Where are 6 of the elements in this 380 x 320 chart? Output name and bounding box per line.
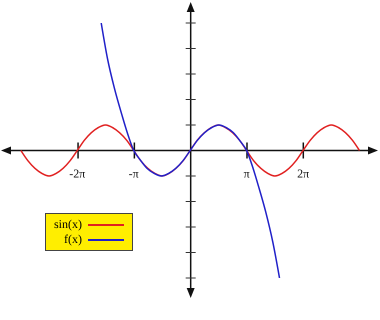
x-tick-label: π xyxy=(244,166,250,180)
x-tick-label: -2π xyxy=(69,166,86,180)
x-tick-label: 2π xyxy=(297,166,310,180)
x-tick-label: -π xyxy=(128,166,139,180)
legend-label: sin(x) xyxy=(54,217,82,232)
legend-label: f(x) xyxy=(64,232,82,247)
